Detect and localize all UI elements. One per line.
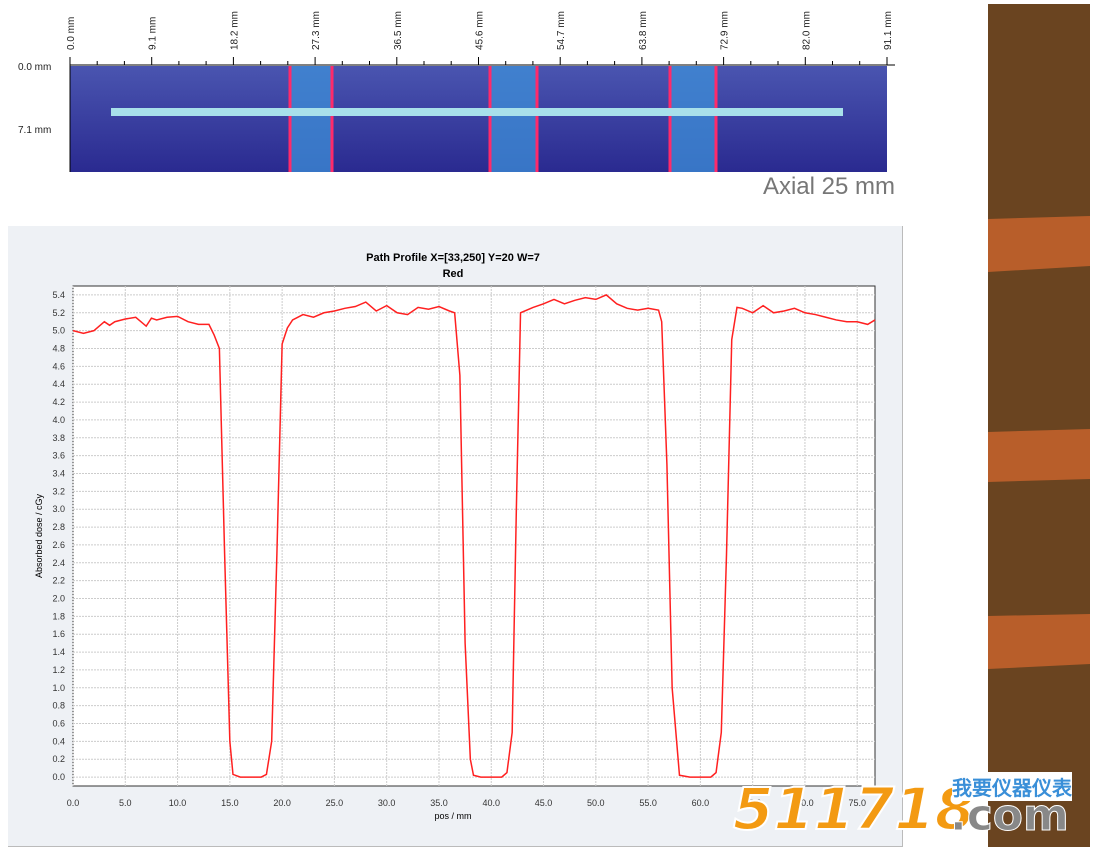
x-tick-label: 25.0 (326, 798, 344, 808)
y-tick-label: 2.6 (52, 540, 65, 550)
x-axis-label: pos / mm (434, 811, 471, 821)
chart-title: Path Profile X=[33,250] Y=20 W=7 (366, 252, 540, 264)
y-tick-label: 1.2 (52, 665, 65, 675)
y-tick-label: 1.0 (52, 683, 65, 693)
y-tick-label: 1.6 (52, 629, 65, 639)
x-tick-label: 18.2 mm (229, 11, 240, 50)
x-tick-label: 70.0 (796, 798, 814, 808)
y-tick-label: 7.1 mm (18, 125, 51, 136)
y-tick-label: 5.4 (52, 290, 65, 300)
watermark-domain: .com (950, 790, 1070, 842)
y-tick-label: 0.0 (52, 772, 65, 782)
x-tick-label: 30.0 (378, 798, 396, 808)
watermark-chinese: 我要仪器仪表 (952, 772, 1072, 801)
x-tick-label: 15.0 (221, 798, 239, 808)
y-tick-label: 0.4 (52, 736, 65, 746)
y-tick-label: 2.0 (52, 594, 65, 604)
y-tick-label: 4.0 (52, 415, 65, 425)
film-strip-photo (988, 4, 1090, 847)
film-scan-image: 0.0 mm 9.1 mm 18.2 mm 27.3 mm 36.5 mm 45.6 mm… (0, 0, 900, 200)
y-tick-label: 1.8 (52, 611, 65, 621)
dose-profile-line (72, 294, 876, 778)
x-tick-label: 20.0 (273, 798, 291, 808)
profile-chart-panel: 0.0 5.0 10.0 15.0 20.0 25.0 30.0 35.0 40.0 45.0 50… (8, 226, 903, 847)
y-tick-label: 2.8 (52, 522, 65, 532)
x-tick-label: 36.5 mm (393, 11, 404, 50)
x-tick-label: 82.0 mm (801, 11, 812, 50)
y-tick-label: 0.8 (52, 701, 65, 711)
x-tick-label: 75.0 (848, 798, 866, 808)
y-tick-label: 5.2 (52, 308, 65, 318)
y-tick-label: 3.0 (52, 504, 65, 514)
film-field (70, 66, 887, 172)
x-tick-label: 55.0 (639, 798, 657, 808)
x-tick-label: 27.3 mm (311, 11, 322, 50)
x-tick-label: 91.1 mm (883, 11, 894, 50)
x-tick-label: 54.7 mm (556, 11, 567, 50)
chart-subtitle: Red (443, 268, 464, 280)
profile-path-line (111, 108, 843, 116)
y-tick-label: 4.2 (52, 397, 65, 407)
y-tick-label: 0.0 mm (18, 62, 51, 73)
x-tick-label: 0.0 mm (66, 17, 77, 50)
y-tick-label: 4.8 (52, 344, 65, 354)
y-tick-label: 2.2 (52, 576, 65, 586)
y-axis-label: Absorbed dose / cGy (34, 493, 44, 578)
y-tick-label: 0.6 (52, 719, 65, 729)
x-tick-label: 72.9 mm (720, 11, 731, 50)
y-tick-label: 3.2 (52, 486, 65, 496)
x-tick-label: 60.0 (692, 798, 710, 808)
x-tick-label: 63.8 mm (638, 11, 649, 50)
y-tick-label: 2.4 (52, 558, 65, 568)
x-tick-label: 40.0 (482, 798, 500, 808)
plot-area (72, 285, 876, 787)
y-tick-label: 5.0 (52, 326, 65, 336)
dose-gap-stripe (670, 66, 716, 172)
x-tick-label: 45.6 mm (475, 11, 486, 50)
y-tick-label: 1.4 (52, 647, 65, 657)
y-tick-label: 3.6 (52, 451, 65, 461)
x-tick-label: 5.0 (119, 798, 132, 808)
x-tick-label: 9.1 mm (148, 17, 159, 50)
y-tick-label: 0.2 (52, 754, 65, 764)
y-tick-label: 4.4 (52, 379, 65, 389)
dose-gap-stripe (490, 66, 537, 172)
y-tick-label: 3.4 (52, 469, 65, 479)
profile-chart: 0.0 5.0 10.0 15.0 20.0 25.0 30.0 35.0 40.0 45.0 50… (34, 252, 876, 821)
y-tick-label: 4.6 (52, 361, 65, 371)
x-tick-label: 10.0 (169, 798, 187, 808)
x-tick-label: 50.0 (587, 798, 605, 808)
watermark-number: 511718 (732, 774, 976, 844)
y-tick-label: 3.8 (52, 433, 65, 443)
film-caption: Axial 25 mm (763, 173, 895, 200)
x-tick-label: 0.0 (67, 798, 80, 808)
dose-gap-stripe (290, 66, 332, 172)
x-tick-label: 35.0 (430, 798, 448, 808)
x-tick-label: 65.0 (744, 798, 762, 808)
x-tick-label: 45.0 (535, 798, 553, 808)
